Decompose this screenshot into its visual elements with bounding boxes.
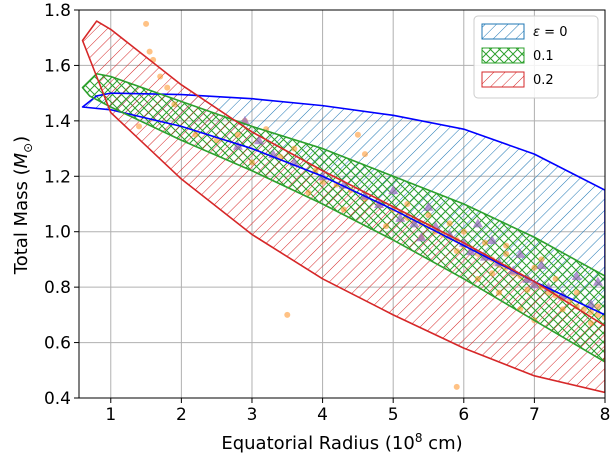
plot-area: [78, 9, 606, 399]
triangle-point: [395, 212, 406, 222]
scatter-point: [171, 101, 178, 108]
scatter-point: [559, 306, 566, 313]
scatter-point: [157, 73, 164, 80]
x-tick-label: 5: [388, 405, 399, 425]
scatter-point: [524, 286, 531, 293]
y-tick-label: 1.8: [44, 1, 71, 21]
scatter-point: [446, 220, 453, 227]
scatter-point: [319, 178, 326, 185]
x-axis-label: Equatorial Radius (108 cm): [221, 431, 462, 454]
x-tick-label: 1: [105, 405, 116, 425]
scatter-point: [192, 131, 199, 138]
scatter-point: [354, 131, 361, 138]
triangle-point: [529, 279, 540, 289]
y-tick-label: 0.4: [44, 389, 71, 409]
scatter-point: [460, 228, 467, 235]
band-edges: [81, 20, 605, 394]
scatter-point: [164, 84, 171, 91]
y-axis-ticks: 0.4 0.6 0.8 1.0 1.2 1.4 1.6 1.8: [44, 1, 79, 409]
x-tick-label: 3: [247, 405, 258, 425]
scatter-point: [383, 223, 390, 230]
triangle-point: [515, 248, 526, 258]
triangle-point: [388, 185, 399, 195]
band-eps02-edge: [81, 20, 605, 394]
x-tick-label: 8: [600, 405, 611, 425]
triangle-point: [472, 218, 483, 228]
y-tick-label: 0.6: [44, 334, 71, 354]
legend-label-eps02: 0.2: [533, 73, 554, 88]
x-tick-label: 6: [458, 405, 469, 425]
x-tick-label: 4: [317, 405, 328, 425]
scatter-point: [248, 159, 255, 166]
scatter-point: [361, 151, 368, 158]
triangle-point: [465, 246, 476, 256]
scatter-point: [453, 383, 460, 390]
scatter-point: [594, 303, 601, 310]
y-axis-label: Total Mass (M⊙): [11, 136, 35, 275]
x-tick-label: 7: [529, 405, 540, 425]
legend-label-eps01: 0.1: [533, 49, 554, 64]
scatter-point: [573, 289, 580, 296]
scatter-point: [489, 270, 496, 277]
scatter-point: [552, 275, 559, 282]
scatter-point: [503, 250, 510, 257]
scatter-point: [284, 311, 291, 318]
scatter-point: [474, 275, 481, 282]
scatter-point: [453, 248, 460, 255]
band-eps0-edge: [81, 92, 605, 316]
plot-border: [78, 9, 606, 399]
band-eps0-fill: [82, 93, 605, 315]
triangle-point: [423, 201, 434, 211]
scatter-point: [404, 201, 411, 207]
scatter-point: [587, 320, 594, 327]
y-tick-label: 0.8: [44, 278, 71, 298]
triangle-point: [536, 259, 547, 269]
triangle-point: [409, 218, 420, 228]
triangle-point: [487, 235, 498, 245]
scatter-point: [538, 256, 545, 263]
scatter-point: [425, 212, 432, 219]
triangle-point: [592, 276, 603, 286]
legend-swatch-eps02: [481, 71, 525, 88]
triangle-point: [571, 271, 582, 281]
triangle-point: [338, 179, 349, 189]
scatter-point: [143, 20, 150, 27]
legend-swatch-eps01: [481, 47, 525, 64]
scatter-point: [146, 48, 153, 55]
scatter-point: [481, 239, 488, 246]
scatter-point: [136, 123, 143, 130]
triangle-point: [416, 232, 427, 242]
scatter-point: [503, 242, 510, 249]
triangle-point: [585, 298, 596, 308]
y-tick-label: 1.4: [44, 112, 71, 132]
scatter-point: [305, 189, 312, 196]
legend-label-eps0: ε = 0: [533, 25, 567, 40]
scatter-point: [340, 206, 347, 213]
scatter-point: [594, 311, 601, 318]
legend: ε = 0 0.1 0.2: [473, 15, 599, 99]
triangle-point: [232, 140, 243, 150]
legend-swatch-eps0: [481, 23, 525, 40]
scatter-point: [531, 264, 538, 271]
y-tick-label: 1.0: [44, 223, 71, 243]
y-tick-label: 1.6: [44, 56, 71, 76]
triangle-point: [254, 135, 265, 145]
scatter-point: [234, 131, 241, 138]
scatter-point: [291, 145, 298, 152]
x-axis-ticks: 1 2 3 4 5 6 7 8: [105, 398, 610, 425]
y-tick-label: 1.2: [44, 167, 71, 187]
x-tick-label: 2: [176, 405, 187, 425]
band-eps01-edge: [81, 72, 605, 363]
scatter-point: [496, 289, 503, 296]
scatter-point: [587, 309, 594, 316]
